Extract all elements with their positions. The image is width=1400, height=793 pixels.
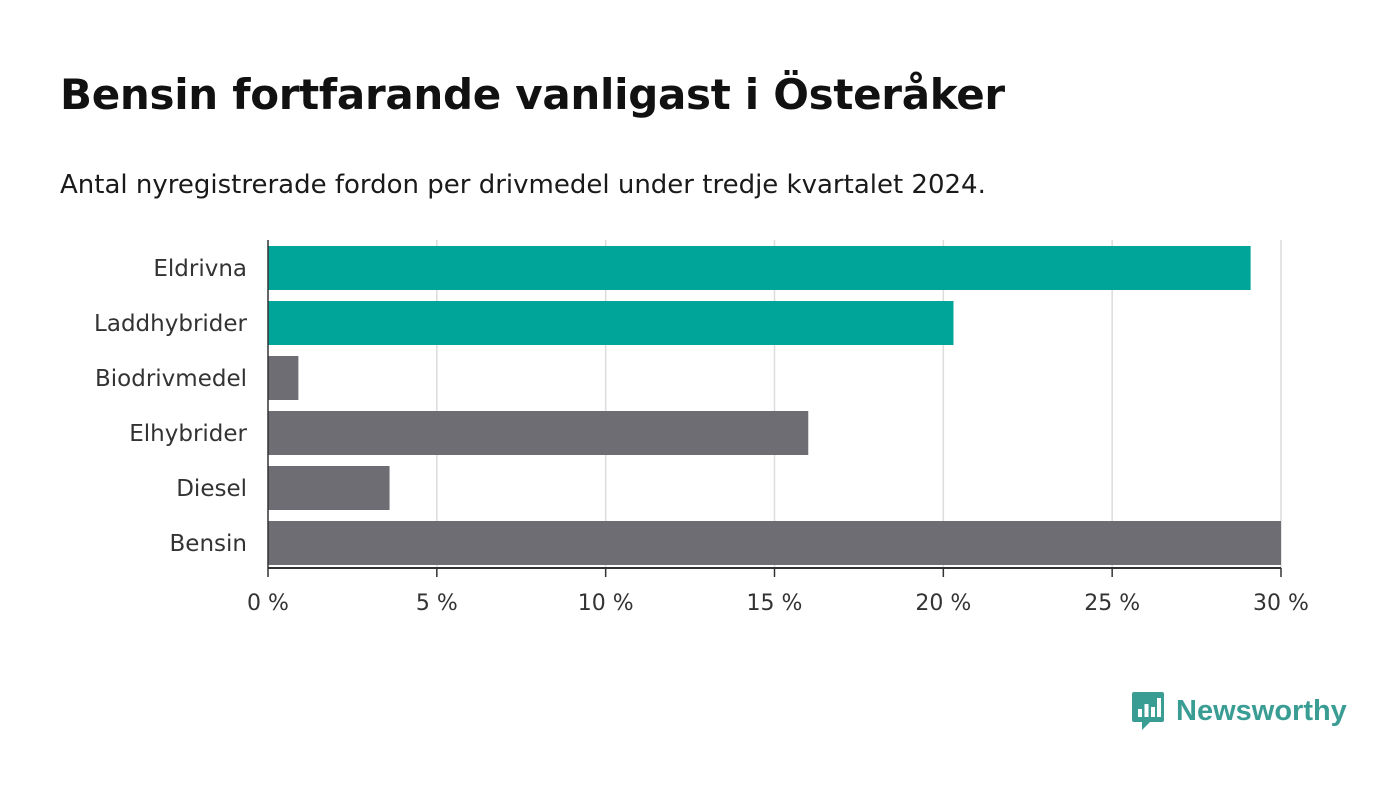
category-label: Biodrivmedel [95,366,247,392]
x-tick-label: 15 % [747,591,803,616]
category-label: Laddhybrider [94,311,247,337]
brand-name: Newsworthy [1176,694,1347,727]
x-tick-label: 30 % [1253,591,1309,616]
newsworthy-logo-icon [1132,692,1164,730]
bar-biodrivmedel [268,356,299,400]
bar-bensin [268,521,1281,565]
category-label: Diesel [176,476,247,502]
category-label: Elhybrider [129,421,247,447]
category-label: Eldrivna [153,256,247,282]
bar-eldrivna [268,246,1251,290]
chart-subtitle: Antal nyregistrerade fordon per drivmede… [60,170,986,200]
x-tick-label: 25 % [1084,591,1140,616]
x-tick-label: 0 % [247,591,289,616]
bar-laddhybrider [268,301,954,345]
bar-diesel [268,466,390,510]
x-tick-label: 5 % [416,591,458,616]
bar-elhybrider [268,411,809,455]
x-tick-label: 10 % [578,591,634,616]
brand-logo: Newsworthy [1130,690,1347,732]
category-label: Bensin [170,531,247,557]
x-tick-label: 20 % [915,591,971,616]
chart-title: Bensin fortfarande vanligast i Österåker [60,70,1005,119]
